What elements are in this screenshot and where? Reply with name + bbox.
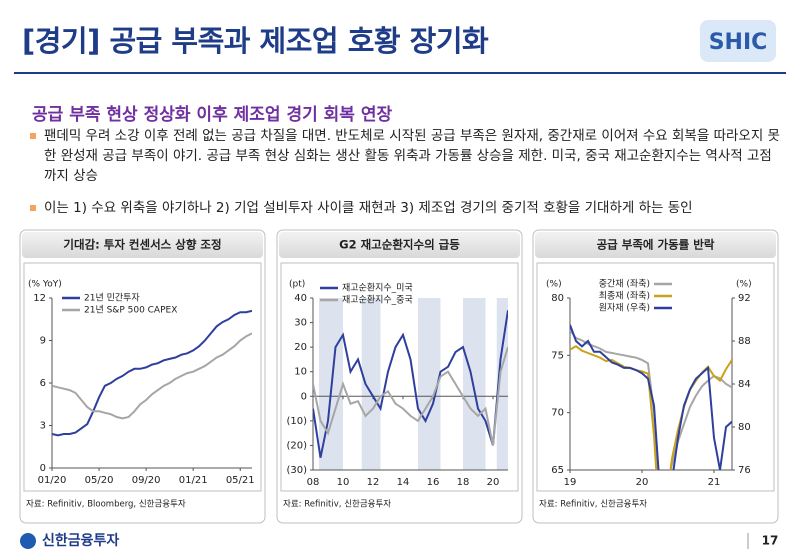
tick-label: 30 xyxy=(294,318,307,329)
legend-label: 21년 민간투자 xyxy=(84,293,140,304)
x-tick-label: 14 xyxy=(397,477,410,488)
y-axis-label: (pt) xyxy=(289,280,305,290)
x-tick-label: 01/20 xyxy=(38,475,67,486)
shade xyxy=(496,298,508,470)
shade xyxy=(463,298,486,470)
panel-frame xyxy=(276,229,523,524)
tick-label: 75 xyxy=(551,350,564,361)
series-line xyxy=(52,332,252,420)
tick-label: 92 xyxy=(738,293,751,304)
x-tick-label: 09/20 xyxy=(132,475,161,486)
footer: 신한금융투자 17 xyxy=(20,533,778,549)
legend-label: 중간재 (좌축) xyxy=(599,279,650,290)
x-tick-label: 05/20 xyxy=(85,475,114,486)
tick-label: 12 xyxy=(33,293,46,304)
x-tick-label: 18 xyxy=(457,477,470,488)
tick-label: 3 xyxy=(40,421,46,432)
series-line xyxy=(52,309,252,437)
tick-label: (20) xyxy=(286,440,307,451)
source: 자료: Refinitiv, Bloomberg, 신한금융투자 xyxy=(26,500,186,510)
tick-label: 76 xyxy=(738,465,751,476)
plot-box xyxy=(23,262,262,492)
panel-header xyxy=(22,232,263,258)
series-line xyxy=(570,324,732,470)
shade xyxy=(418,298,441,470)
tick-label: 70 xyxy=(551,408,564,419)
x-tick-label: 20 xyxy=(636,477,649,488)
logo-text: SHIC xyxy=(709,30,768,55)
company: 신한금융투자 xyxy=(42,533,119,549)
legend-label: 재고순환지수_중국 xyxy=(342,294,413,306)
x-tick-label: 21 xyxy=(708,477,721,488)
tick-label: 40 xyxy=(294,293,307,304)
panel-title: 기대감: 투자 컨센서스 상향 조정 xyxy=(63,238,221,252)
series-line xyxy=(313,310,508,458)
panel-header xyxy=(279,232,520,258)
y2-axis-label: (%) xyxy=(736,280,752,290)
logo: SHIC xyxy=(700,20,776,62)
panel-frame xyxy=(19,229,266,524)
tick-label: (10) xyxy=(286,416,307,427)
source: 자료: Refinitiv, 신한금융투자 xyxy=(283,500,391,510)
slide-title: [경기] 공급 부족과 제조업 호황 장기화 xyxy=(22,24,489,58)
tick-label: 80 xyxy=(551,293,564,304)
tick-label: 84 xyxy=(738,379,751,390)
panel-title: G2 재고순환지수의 급등 xyxy=(339,238,460,252)
bullet: 이는 1) 수요 위축을 야기하나 2) 기업 설비투자 사이클 재현과 3) … xyxy=(30,198,784,218)
series-line xyxy=(313,346,508,446)
bullet: 팬데믹 우려 소강 이후 전례 없는 공급 차질을 대면. 반도체로 시작된 공… xyxy=(30,126,784,186)
x-tick-label: 08 xyxy=(307,477,320,488)
x-tick-label: 01/21 xyxy=(179,475,208,486)
tick-label: (30) xyxy=(286,465,307,476)
legend-label: 최종재 (좌축) xyxy=(599,291,650,302)
plot-box xyxy=(280,262,519,492)
plot-box xyxy=(536,262,775,492)
tick-label: 10 xyxy=(294,367,307,378)
panel-title: 공급 부족에 가동률 반락 xyxy=(597,238,715,252)
y-axis-label: (% YoY) xyxy=(28,280,62,290)
rule xyxy=(14,72,786,74)
source: 자료: Refinitiv, 신한금융투자 xyxy=(539,500,647,510)
subtitle: 공급 부족 현상 정상화 이후 제조업 경기 회복 연장 xyxy=(32,105,393,125)
page-number: 17 xyxy=(762,534,779,548)
tick-label: 9 xyxy=(40,336,46,347)
x-tick-label: 16 xyxy=(427,477,440,488)
tick-label: 80 xyxy=(738,422,751,433)
tick-label: 20 xyxy=(294,342,307,353)
y-axis-label: (%) xyxy=(546,280,562,290)
tick-label: 0 xyxy=(301,391,307,402)
x-tick-label: 19 xyxy=(564,477,577,488)
x-tick-label: 12 xyxy=(367,477,380,488)
shade xyxy=(361,298,381,470)
panel-header xyxy=(535,232,776,258)
tick-label: 0 xyxy=(40,463,46,474)
x-tick-label: 20 xyxy=(487,477,500,488)
legend-label: 재고순환지수_미국 xyxy=(342,282,413,294)
tick-label: 65 xyxy=(551,465,564,476)
tick-label: 6 xyxy=(40,378,46,389)
x-tick-label: 05/21 xyxy=(226,475,255,486)
panel-frame xyxy=(532,229,779,524)
legend-label: 원자재 (우축) xyxy=(599,303,650,314)
legend-label: 21년 S&P 500 CAPEX xyxy=(84,305,177,316)
x-tick-label: 10 xyxy=(337,477,350,488)
tick-label: 88 xyxy=(738,336,751,347)
